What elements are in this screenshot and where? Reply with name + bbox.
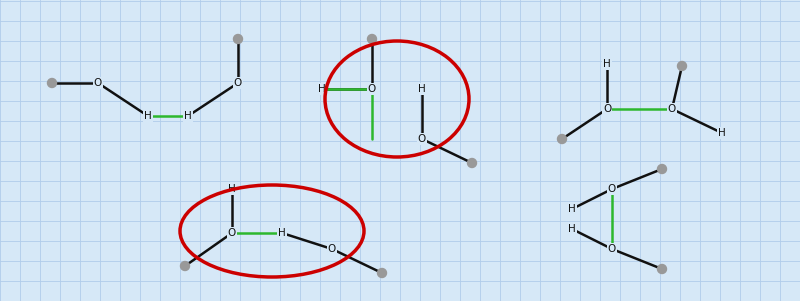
Text: H: H xyxy=(144,111,152,121)
Circle shape xyxy=(558,135,566,144)
Text: H: H xyxy=(278,228,286,238)
Circle shape xyxy=(181,262,190,271)
Circle shape xyxy=(467,159,477,167)
Text: O: O xyxy=(228,228,236,238)
Text: O: O xyxy=(418,134,426,144)
Circle shape xyxy=(678,61,686,70)
Circle shape xyxy=(658,165,666,173)
Text: H: H xyxy=(228,184,236,194)
Text: H: H xyxy=(184,111,192,121)
Text: O: O xyxy=(328,244,336,254)
Text: O: O xyxy=(603,104,611,114)
Text: O: O xyxy=(234,78,242,88)
Circle shape xyxy=(234,35,242,44)
Circle shape xyxy=(378,268,386,278)
Text: H: H xyxy=(603,59,611,69)
Text: O: O xyxy=(368,84,376,94)
Text: H: H xyxy=(568,224,576,234)
Text: O: O xyxy=(94,78,102,88)
Circle shape xyxy=(367,35,377,44)
Text: O: O xyxy=(608,244,616,254)
Text: H: H xyxy=(418,84,426,94)
Text: H: H xyxy=(318,84,326,94)
Circle shape xyxy=(658,265,666,274)
Circle shape xyxy=(47,79,57,88)
Text: O: O xyxy=(608,184,616,194)
Text: O: O xyxy=(668,104,676,114)
Text: H: H xyxy=(568,204,576,214)
Text: H: H xyxy=(718,128,726,138)
